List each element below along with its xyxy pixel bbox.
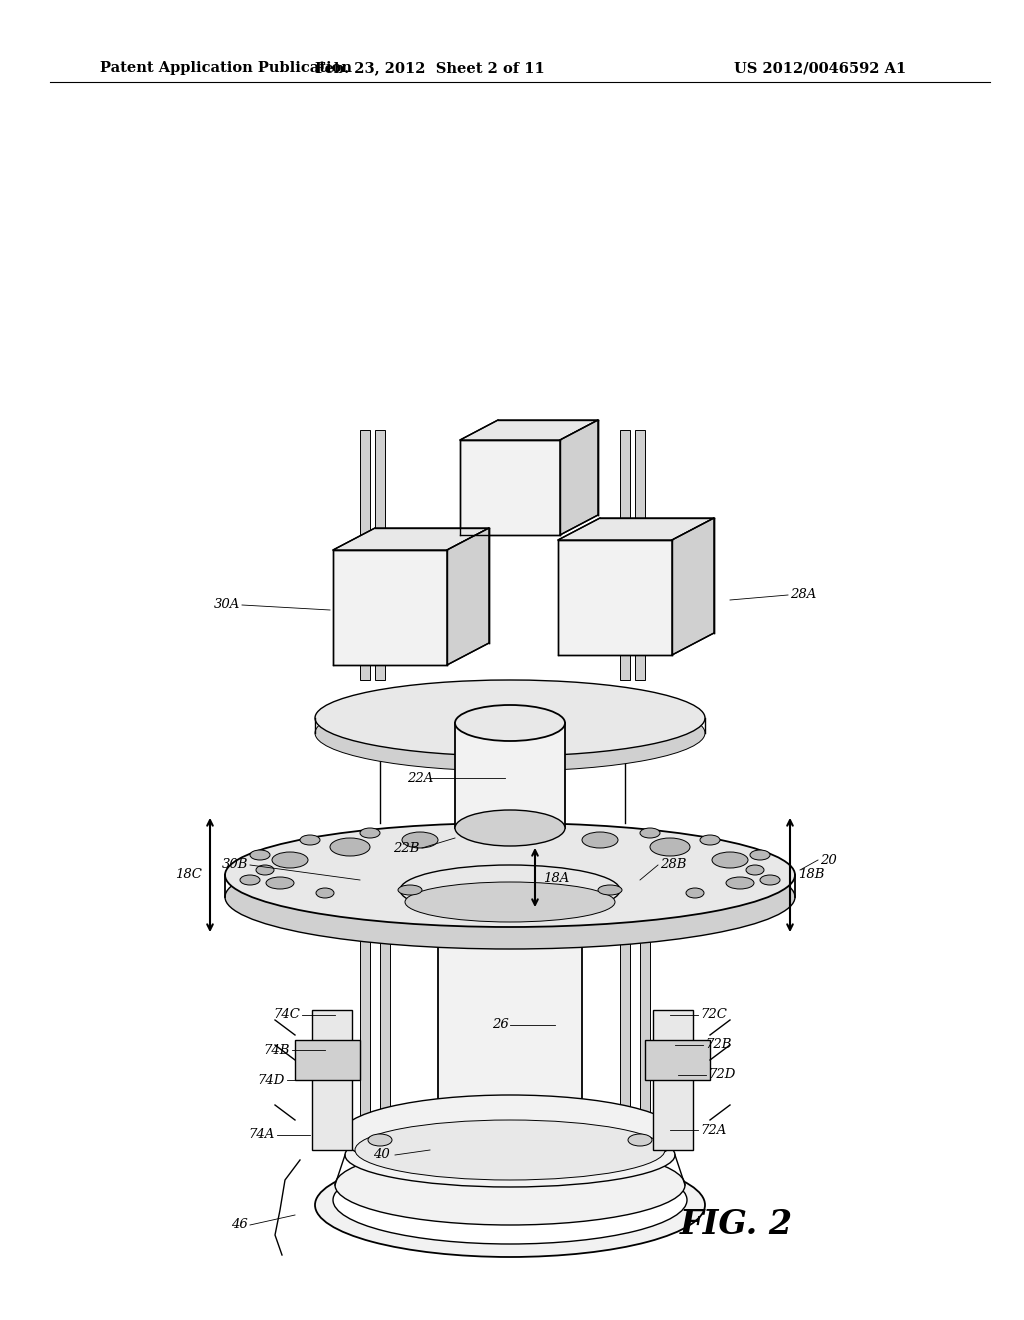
Ellipse shape: [315, 696, 705, 771]
Ellipse shape: [330, 838, 370, 855]
Ellipse shape: [406, 882, 615, 921]
Text: Patent Application Publication: Patent Application Publication: [100, 61, 352, 75]
Ellipse shape: [250, 850, 270, 861]
Text: 20: 20: [820, 854, 837, 866]
Text: 28B: 28B: [660, 858, 686, 871]
Polygon shape: [312, 1010, 352, 1150]
Bar: [375, 430, 385, 680]
Ellipse shape: [398, 884, 422, 895]
Text: 72B: 72B: [705, 1039, 731, 1052]
Bar: [360, 430, 370, 680]
Text: 46: 46: [231, 1218, 248, 1232]
Text: 18B: 18B: [798, 869, 824, 882]
Ellipse shape: [746, 865, 764, 875]
Polygon shape: [447, 528, 489, 665]
Text: 40: 40: [374, 1148, 390, 1162]
Text: 72D: 72D: [708, 1068, 735, 1081]
Bar: [640, 875, 650, 1155]
Ellipse shape: [315, 1152, 705, 1257]
Polygon shape: [333, 528, 489, 550]
Ellipse shape: [640, 828, 660, 838]
Text: 26: 26: [492, 1019, 508, 1031]
Ellipse shape: [360, 828, 380, 838]
Ellipse shape: [400, 865, 620, 915]
Ellipse shape: [402, 832, 438, 847]
Ellipse shape: [726, 876, 754, 888]
Ellipse shape: [582, 832, 618, 847]
Bar: [635, 430, 645, 680]
Ellipse shape: [335, 1144, 685, 1225]
Polygon shape: [558, 517, 714, 540]
Text: US 2012/0046592 A1: US 2012/0046592 A1: [734, 61, 906, 75]
Ellipse shape: [700, 836, 720, 845]
Ellipse shape: [315, 680, 705, 756]
Ellipse shape: [712, 851, 748, 869]
Bar: [380, 875, 390, 1155]
Text: 74D: 74D: [258, 1073, 285, 1086]
Ellipse shape: [750, 850, 770, 861]
Ellipse shape: [266, 876, 294, 888]
Text: 72A: 72A: [700, 1123, 726, 1137]
Ellipse shape: [650, 838, 690, 855]
Ellipse shape: [455, 705, 565, 741]
Bar: [360, 875, 370, 1155]
Bar: [438, 906, 582, 1144]
Ellipse shape: [256, 865, 274, 875]
Ellipse shape: [225, 822, 795, 927]
Ellipse shape: [368, 1134, 392, 1146]
Text: 28A: 28A: [790, 589, 816, 602]
Text: 74B: 74B: [263, 1044, 290, 1056]
Polygon shape: [672, 517, 714, 655]
Polygon shape: [460, 420, 598, 440]
Ellipse shape: [340, 1096, 680, 1175]
Text: 18A: 18A: [543, 871, 569, 884]
Polygon shape: [645, 1040, 710, 1080]
Text: FIG. 2: FIG. 2: [680, 1209, 794, 1242]
Ellipse shape: [598, 884, 622, 895]
Ellipse shape: [628, 1134, 652, 1146]
Text: 30A: 30A: [214, 598, 240, 611]
Text: 18C: 18C: [175, 869, 202, 882]
Ellipse shape: [686, 888, 705, 898]
Polygon shape: [653, 1010, 693, 1150]
Text: 22B: 22B: [393, 842, 420, 854]
Polygon shape: [558, 540, 672, 655]
Text: 74A: 74A: [249, 1129, 275, 1142]
Ellipse shape: [355, 1119, 665, 1180]
Ellipse shape: [333, 1156, 687, 1243]
Ellipse shape: [300, 836, 319, 845]
Polygon shape: [460, 440, 560, 535]
Ellipse shape: [455, 810, 565, 846]
Text: 72C: 72C: [700, 1008, 727, 1022]
Ellipse shape: [438, 1125, 582, 1166]
Text: 30B: 30B: [221, 858, 248, 871]
Polygon shape: [295, 1040, 360, 1080]
Text: 74C: 74C: [273, 1008, 300, 1022]
Ellipse shape: [760, 875, 780, 884]
Polygon shape: [560, 420, 598, 535]
Bar: [620, 875, 630, 1155]
Ellipse shape: [438, 884, 582, 925]
Ellipse shape: [225, 845, 795, 949]
Text: 22A: 22A: [407, 771, 433, 784]
Polygon shape: [333, 550, 447, 665]
Bar: [620, 430, 630, 680]
Bar: [455, 723, 565, 828]
Ellipse shape: [345, 1123, 675, 1187]
Ellipse shape: [240, 875, 260, 884]
Text: Feb. 23, 2012  Sheet 2 of 11: Feb. 23, 2012 Sheet 2 of 11: [315, 61, 545, 75]
Ellipse shape: [316, 888, 334, 898]
Ellipse shape: [272, 851, 308, 869]
